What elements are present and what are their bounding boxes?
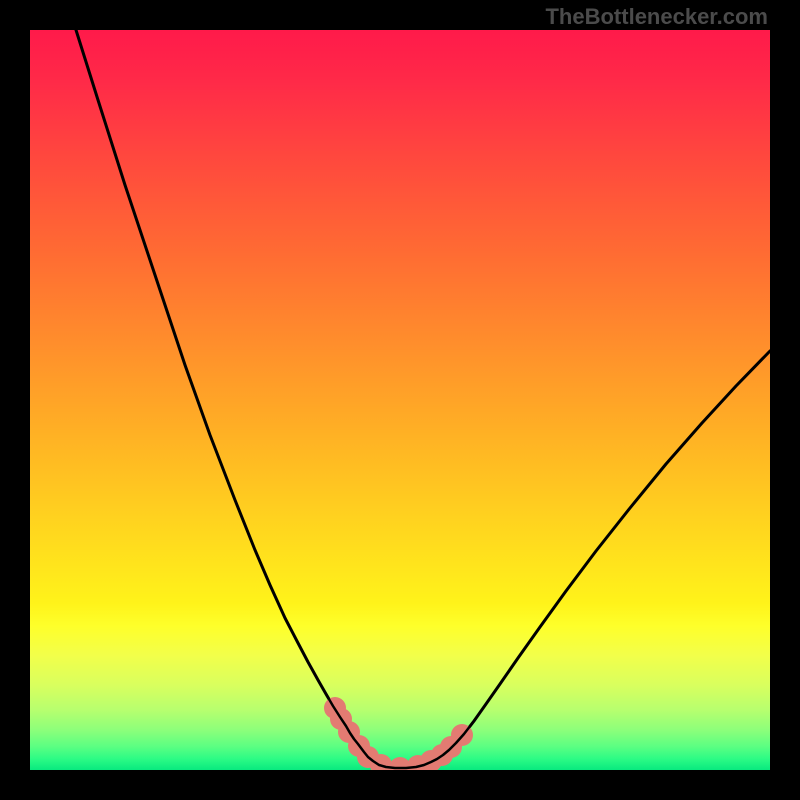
chart-frame: TheBottlenecker.com <box>0 0 800 800</box>
plot-area <box>30 30 770 770</box>
watermark-text: TheBottlenecker.com <box>545 4 768 30</box>
bottleneck-curve <box>76 30 770 768</box>
curve-layer <box>30 30 770 770</box>
curve-group <box>76 30 770 770</box>
